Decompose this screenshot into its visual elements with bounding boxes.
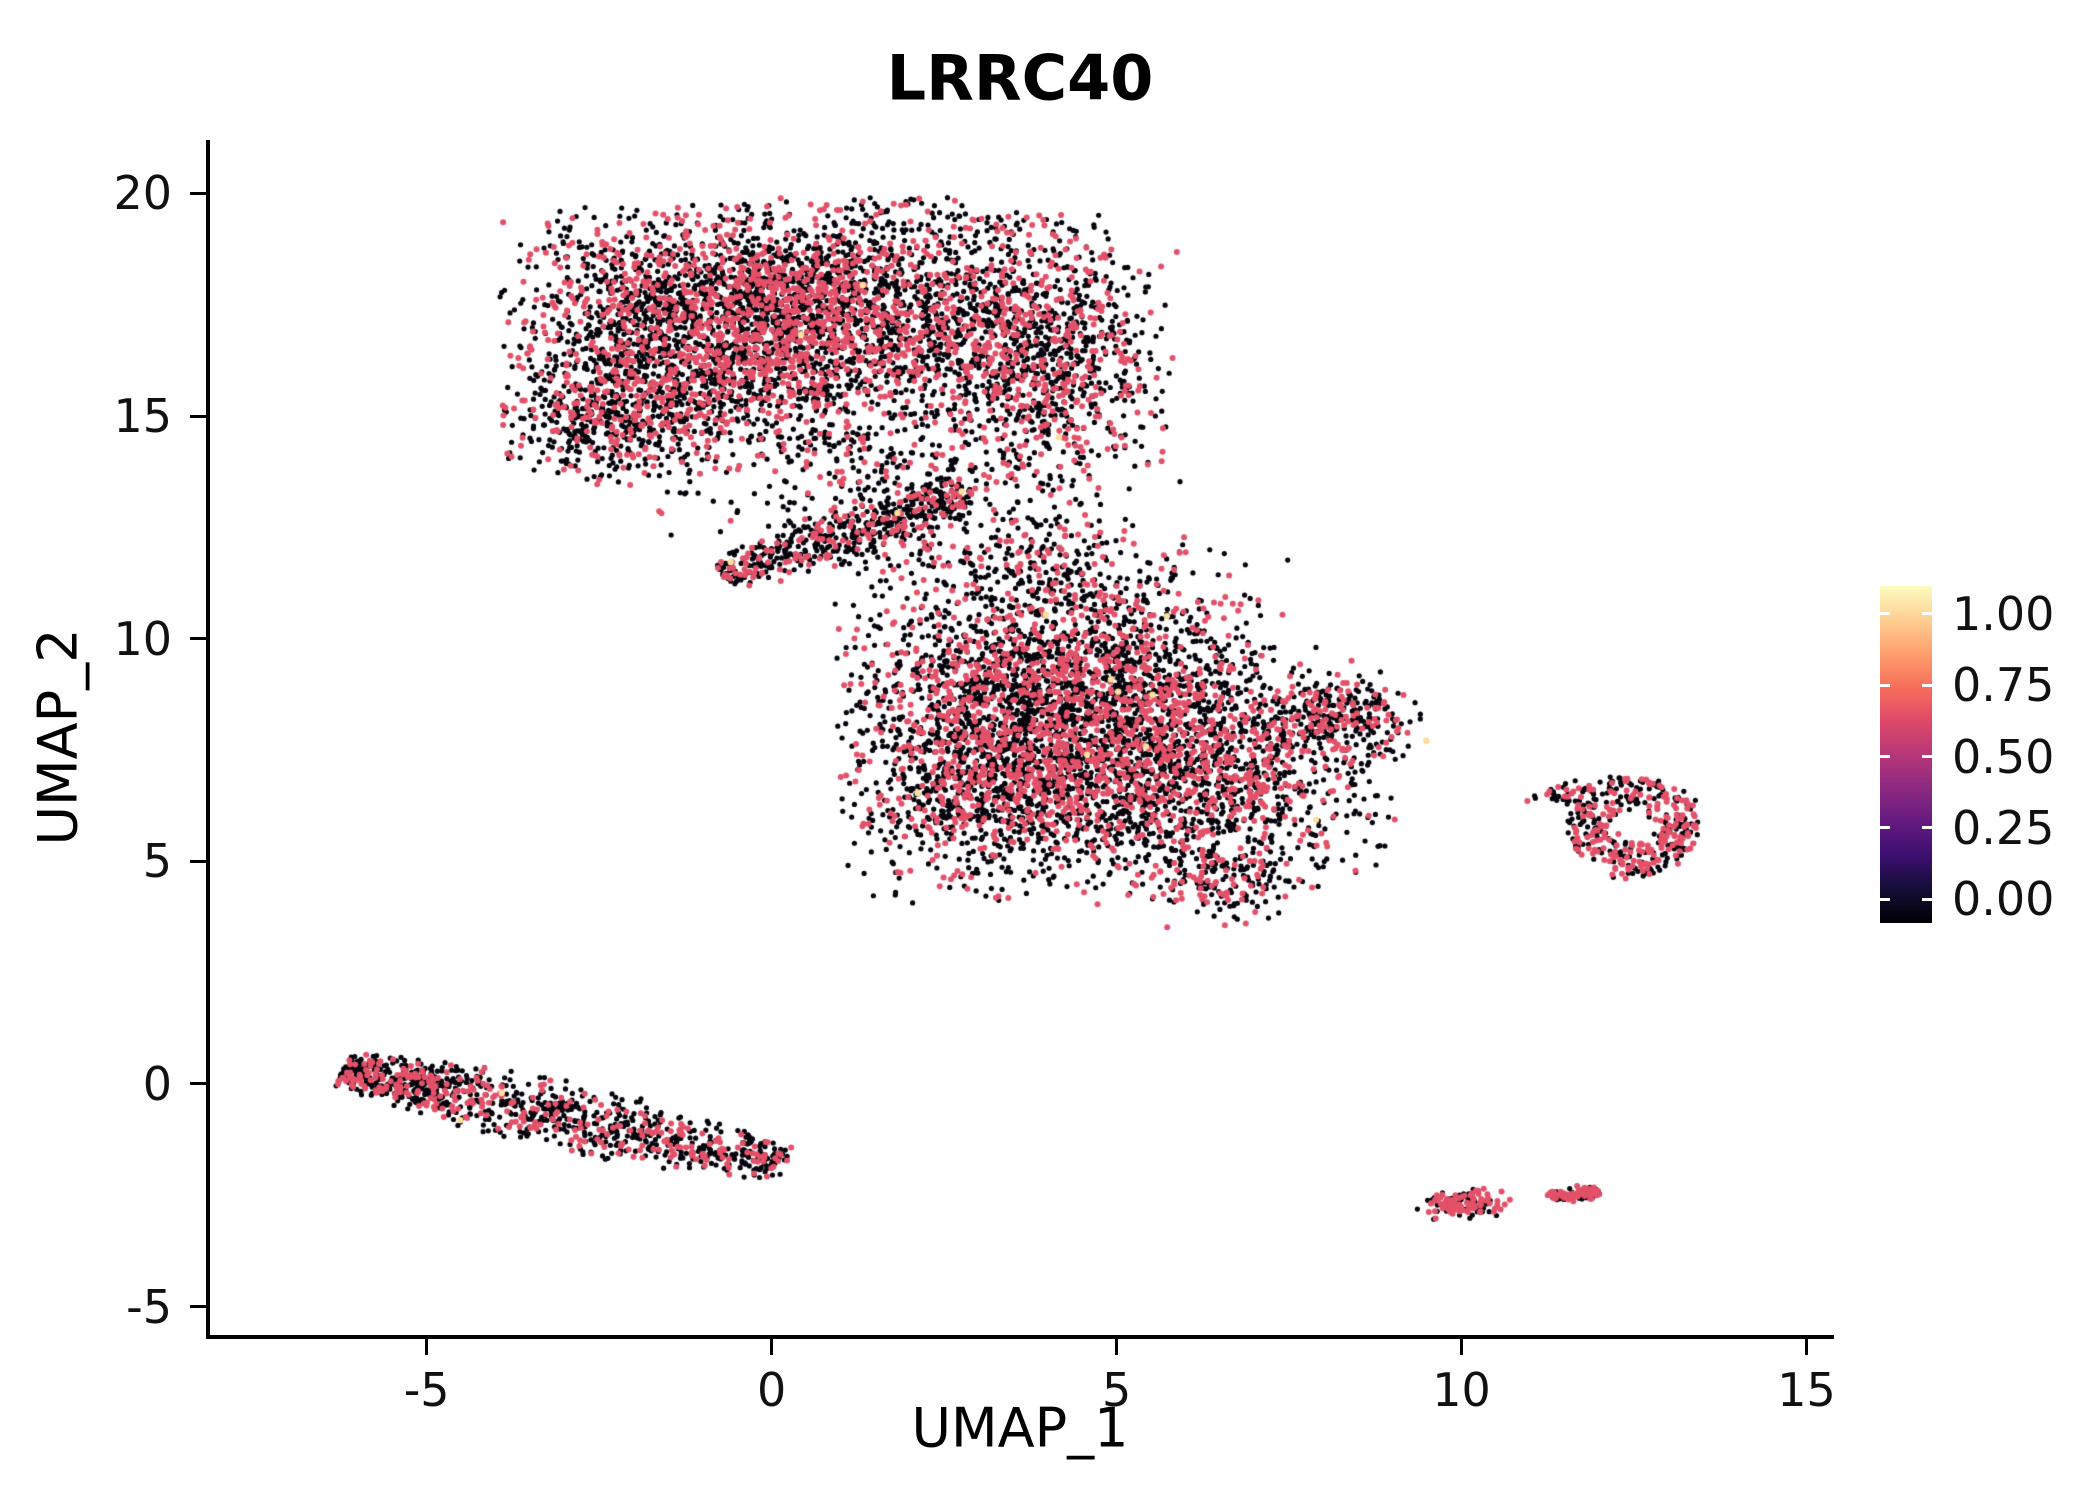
x-tick-mark: [770, 1339, 774, 1355]
x-tick-mark: [1115, 1339, 1119, 1355]
y-tick-mark: [190, 1082, 206, 1086]
y-tick-label: 10: [113, 611, 172, 666]
colorbar-tick-label: 1.00: [1952, 586, 2055, 641]
x-axis-line: [206, 1335, 1834, 1339]
colorbar-tick-mark: [1880, 897, 1890, 901]
y-tick-label: 0: [142, 1056, 172, 1111]
colorbar-tick-label: 0.25: [1952, 800, 2055, 855]
x-tick-mark: [1805, 1339, 1809, 1355]
x-tick-label: 15: [1777, 1363, 1836, 1417]
colorbar-tick-label: 0.50: [1952, 729, 2055, 784]
y-axis-line: [206, 140, 210, 1339]
colorbar-tick-label: 0.00: [1952, 872, 2055, 927]
x-tick-label: -5: [403, 1363, 450, 1417]
y-axis-ticks: -5 0 5 10 15 20: [0, 140, 206, 1339]
y-tick-label: -5: [126, 1279, 172, 1334]
colorbar-tick-label: 0.75: [1952, 658, 2055, 713]
y-tick-mark: [190, 637, 206, 641]
y-tick-mark: [190, 1305, 206, 1308]
y-tick-label: 15: [113, 389, 172, 444]
colorbar-tick-mark: [1922, 826, 1932, 830]
x-tick-label: 10: [1432, 1363, 1491, 1417]
y-tick-label: 5: [142, 834, 172, 889]
plot-title: LRRC40: [886, 41, 1154, 115]
colorbar-tick-mark: [1922, 897, 1932, 901]
plot-panel: [210, 140, 1830, 1335]
x-axis-label: UMAP_1: [911, 1396, 1129, 1460]
scatter-canvas: [210, 140, 1830, 1335]
colorbar-tick-mark: [1880, 755, 1890, 759]
colorbar-tick-mark: [1922, 755, 1932, 759]
colorbar-tick-mark: [1880, 612, 1890, 616]
x-tick-label: 0: [756, 1363, 787, 1417]
colorbar: 1.00 0.75 0.50 0.25 0.00: [1880, 586, 2100, 926]
colorbar-tick-mark: [1880, 826, 1890, 830]
colorbar-gradient: [1880, 586, 1932, 923]
y-tick-mark: [190, 414, 206, 418]
x-axis-ticks: -5 0 5 10 15: [210, 1339, 1836, 1419]
x-tick-label: 5: [1101, 1363, 1132, 1417]
y-tick-label: 20: [113, 166, 172, 221]
colorbar-tick-mark: [1880, 683, 1890, 687]
x-tick-mark: [425, 1339, 429, 1355]
y-tick-mark: [190, 859, 206, 863]
colorbar-tick-mark: [1922, 612, 1932, 616]
x-tick-mark: [1460, 1339, 1464, 1355]
colorbar-tick-mark: [1922, 683, 1932, 687]
y-tick-mark: [190, 191, 206, 195]
